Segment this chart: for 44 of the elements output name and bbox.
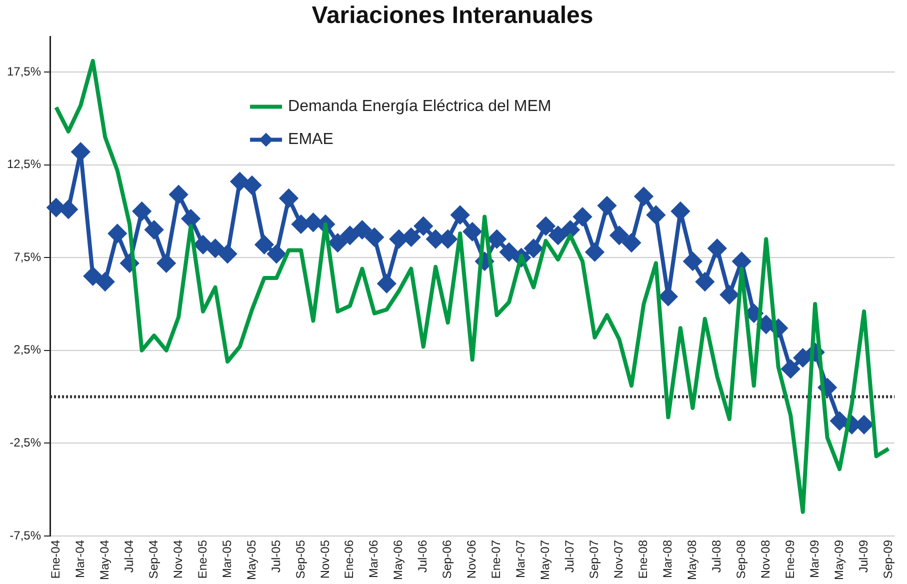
x-tick-label: Sep-08: [734, 540, 748, 579]
x-tick-label: Sep-04: [146, 540, 160, 579]
x-tick-label: Sep-07: [587, 540, 602, 579]
x-tick-label: Mar-05: [220, 540, 234, 578]
x-tick-label: Ene-05: [195, 540, 210, 579]
x-tick-label: May-09: [832, 540, 846, 580]
x-tick-label: Jul-06: [416, 540, 430, 573]
x-tick-label: Ene-07: [489, 540, 504, 579]
x-tick-label: Jul-07: [562, 540, 577, 573]
x-tick-label: Sep-09: [880, 540, 895, 579]
x-tick-label: Nov-08: [758, 540, 772, 579]
y-tick-label: 2,5%: [14, 342, 42, 357]
x-tick-label: Mar-06: [366, 540, 381, 578]
x-tick-label: May-08: [684, 540, 699, 580]
x-tick-label: Mar-08: [660, 540, 674, 578]
x-tick-label: Ene-09: [782, 540, 797, 579]
x-tick-label: Jul-09: [856, 540, 870, 573]
x-tick-label: Ene-08: [636, 540, 650, 579]
chart-title: Variaciones Interanuales: [312, 2, 594, 30]
legend-label: EMAE: [288, 131, 334, 148]
x-tick-label: Nov-05: [318, 540, 332, 579]
x-tick-label: Jul-05: [268, 540, 283, 573]
y-tick-label: 7,5%: [14, 250, 42, 264]
x-tick-label: Nov-07: [612, 540, 626, 579]
x-tick-label: Sep-05: [293, 540, 308, 579]
y-tick-label: 17,5%: [6, 64, 42, 78]
x-tick-label: May-07: [538, 540, 552, 580]
x-tick-label: May-06: [391, 540, 406, 580]
y-tick-label: -7,5%: [10, 528, 42, 542]
x-tick-label: Mar-04: [72, 540, 87, 578]
x-tick-label: Mar-07: [514, 540, 528, 578]
x-tick-label: Jul-08: [709, 540, 724, 573]
x-tick-label: May-05: [244, 540, 258, 580]
x-tick-label: Nov-04: [170, 540, 185, 579]
x-tick-label: May-04: [97, 540, 112, 580]
legend-label: Demanda Energía Eléctrica del MEM: [288, 98, 552, 116]
y-tick-label: 12,5%: [6, 157, 42, 172]
y-tick-label: -2,5%: [10, 436, 42, 450]
x-tick-label: Jul-04: [122, 540, 136, 573]
x-tick-label: Sep-06: [440, 540, 454, 579]
x-tick-label: Ene-06: [342, 540, 356, 579]
x-tick-label: Ene-04: [48, 540, 62, 579]
x-tick-label: Mar-09: [807, 540, 822, 578]
x-tick-label: Nov-06: [464, 540, 479, 579]
